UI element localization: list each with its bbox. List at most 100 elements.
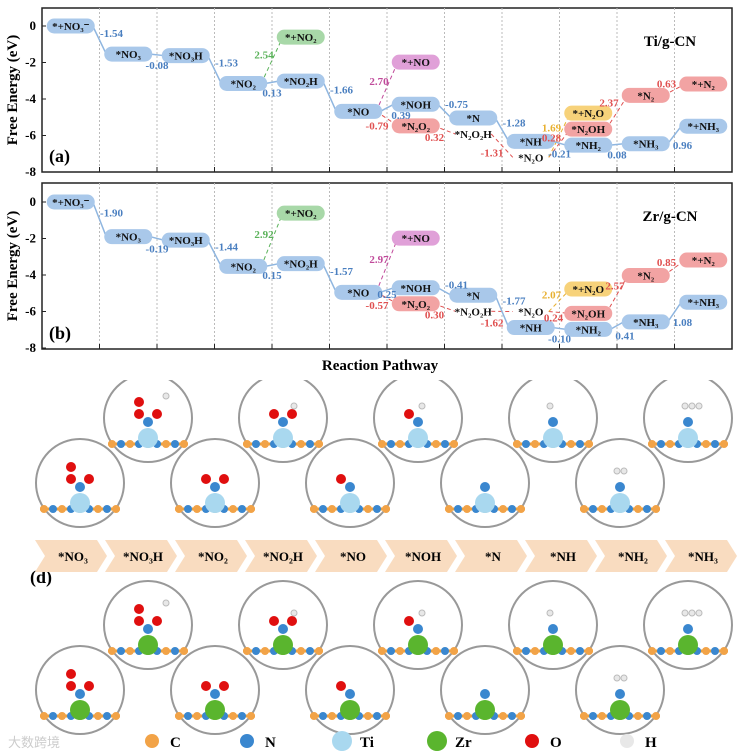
titanium-atom [543,428,563,448]
intermediate-label: *N [467,113,481,125]
zirconium-atom [543,635,563,655]
carbon-atom [175,712,183,720]
pathway-step: *N [455,540,527,572]
carbon-atom [567,440,575,448]
zirconium-atom [475,700,495,720]
panel-label: (d) [30,567,52,588]
main-connector [494,294,510,328]
nitrogen-atom [252,647,260,655]
nitrogen-atom [373,712,381,720]
hydrogen-atom [162,392,170,400]
intermediate-box [161,48,210,64]
nodes: *+NO₂ *+NO *N₂O₂ *N₂O₂H *N₂O *N₂OH *+N₂O *N₂ *+N… [46,194,728,337]
y-tick-label: -8 [25,340,36,355]
intermediate-label: *NH₃ [633,317,659,329]
intermediate-label: *NO₃H [169,235,203,247]
nitrogen-atom [75,689,85,699]
main-connector [150,53,164,57]
step-energy-label: -0.08 [146,60,169,72]
structures-panel: (c) (d) *NO₃ *NO₃H *NO₂ *NO₂H *NO *NOH *N *NH *NH₂… [8,380,737,751]
intermediate-label: *NO₃ [116,232,142,244]
y-tick-label: -2 [25,55,36,70]
intermediate-label: *NH₂ [576,324,602,336]
nitrogen-atom [480,482,490,492]
branch-connector [375,61,399,112]
nitrogen-atom [278,624,288,634]
branch-energy-label: 0.28 [542,132,562,144]
step-energy-label: -1.57 [330,266,353,278]
carbon-atom [108,647,116,655]
main-connector [379,103,395,113]
nitrogen-atom [319,712,327,720]
carbon-atom [126,647,134,655]
carbon-atom [396,647,404,655]
panel-label: (c) [30,380,50,381]
carbon-atom [585,647,593,655]
intermediate-box [621,268,670,284]
branch-energy-label: 0.24 [544,312,564,324]
branch-energy-label: -0.79 [366,121,389,133]
zirconium-atom [340,700,360,720]
intermediate-label: *NH₃ [633,139,659,151]
intermediate-label: *+NO [402,57,431,69]
intermediate-box [391,54,440,70]
intermediate-box [621,314,670,330]
intermediate-label: *+NO₃⁻ [52,21,90,33]
carbon-atom [445,712,453,720]
carbon-atom [720,440,728,448]
intermediate-label: *N₂O₂H [455,129,493,141]
legend-swatch [620,734,634,748]
hydrogen-atom [688,402,696,410]
intermediate-label: *NO₂ [231,261,257,273]
carbon-atom [40,712,48,720]
legend-swatch [145,734,159,748]
step-energy-label: 0.13 [262,87,282,99]
intermediate-label: *NO [347,287,369,299]
hydrogen-atom [681,609,689,617]
oxygen-atom [152,409,162,419]
chevron-arrow [665,540,737,572]
structure-3 [238,580,328,670]
carbon-atom [112,712,120,720]
structure-5 [373,380,463,463]
nitrogen-atom [306,647,314,655]
intermediate-label: *+NH₃ [687,297,719,309]
intermediate-label: *N₂O₂ [401,121,430,133]
carbon-atom [94,712,102,720]
branch-connector [548,112,571,158]
y-tick-label: -4 [25,91,36,106]
intermediate-box [449,287,498,303]
nitrogen-atom [711,647,719,655]
branch-connector [490,133,514,158]
carbon-atom [517,505,525,513]
main-connector [92,201,107,237]
oxygen-atom [201,474,211,484]
main-connector [380,287,394,294]
oxygen-atom [201,681,211,691]
carbon-atom [598,712,606,720]
nitrogen-atom [238,712,246,720]
y-tick-label: -2 [25,231,36,246]
branch-energy-label: -0.57 [366,300,389,312]
pathway-step-label: *NH₃ [688,549,718,564]
y-axis-label: Free Energy (eV) [5,211,21,322]
nitrogen-atom [238,505,246,513]
y-tick-label: 0 [30,194,37,209]
chevron-arrow [35,540,107,572]
oxygen-atom [134,409,144,419]
legend-item: Zr [427,731,472,751]
carbon-atom [297,440,305,448]
nitrogen-atom [413,624,423,634]
nitrogen-atom [319,505,327,513]
branch-energy-label: 2.37 [599,97,619,109]
intermediate-box [506,320,555,336]
oxygen-atom [66,474,76,484]
intermediate-label: *NH [520,136,542,148]
main-connector [610,142,624,146]
step-energy-label: 0.41 [615,331,634,343]
intermediate-label: *N₂O [518,152,544,164]
nitrogen-atom [184,712,192,720]
nitrogen-atom [143,417,153,427]
chevron-arrow [245,540,317,572]
intermediate-label: *+NH₃ [687,121,719,133]
